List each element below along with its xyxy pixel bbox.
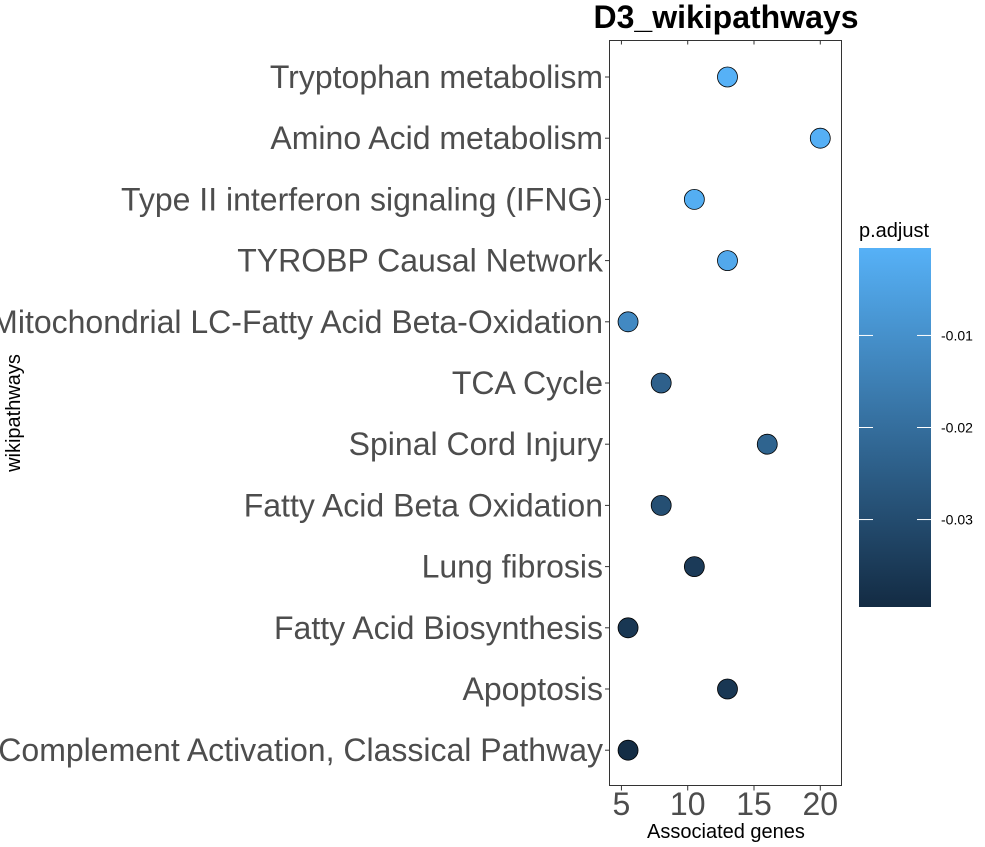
y-tick-label: Tryptophan metabolism [270, 59, 603, 95]
y-tick-label: TCA Cycle [452, 365, 603, 401]
y-axis-title: wikipathways [3, 354, 25, 473]
legend-title: p.adjust [859, 220, 929, 242]
data-points [617, 66, 831, 761]
y-tick-label: Fatty Acid Biosynthesis [274, 610, 603, 646]
data-point [717, 66, 738, 88]
data-point [683, 556, 705, 577]
y-tick-label: Amino Acid metabolism [270, 120, 603, 156]
plot-panel [609, 40, 842, 786]
data-point [617, 739, 639, 761]
data-point [617, 617, 639, 639]
y-tick-label: Spinal Cord Injury [349, 426, 603, 462]
legend-tick-label: -0.02 [941, 420, 973, 436]
y-tick-label: Apoptosis [462, 671, 603, 707]
x-tick-label: 15 [736, 786, 772, 822]
legend-tick-label: -0.03 [941, 512, 973, 528]
y-axis-ticks [605, 76, 610, 751]
data-point [717, 250, 738, 272]
x-axis-tick-labels: 5 10 15 20 [613, 786, 839, 822]
x-tick-label: 5 [613, 786, 631, 822]
y-tick-label: Lung fibrosis [422, 549, 603, 585]
data-point [756, 433, 778, 455]
chart-title: D3_wikipathways [594, 0, 859, 35]
y-tick-label: Type II interferon signaling (IFNG) [121, 181, 603, 217]
data-point [809, 127, 831, 149]
data-point [717, 678, 738, 700]
y-tick-label: Mitochondrial LC-Fatty Acid Beta-Oxidati… [0, 304, 603, 340]
y-axis-labels: Tryptophan metabolism Amino Acid metaboli… [0, 59, 604, 768]
x-axis-title: Associated genes [647, 821, 805, 843]
y-tick-label: TYROBP Causal Network [237, 243, 604, 279]
x-axis-ticks [620, 40, 821, 791]
x-tick-label: 10 [670, 786, 706, 822]
y-tick-label: Fatty Acid Beta Oxidation [244, 487, 603, 523]
x-tick-label: 20 [802, 786, 838, 822]
legend-ticks: -0.01 -0.02 -0.03 [859, 327, 973, 528]
y-tick-label: Complement Activation, Classical Pathway [0, 732, 603, 768]
data-point [683, 188, 705, 210]
data-point [617, 311, 639, 333]
legend-tick-label: -0.01 [941, 327, 973, 343]
data-point [650, 372, 672, 394]
color-legend: p.adjust -0.01 -0.02 -0.03 [859, 220, 973, 607]
data-point [650, 494, 672, 516]
